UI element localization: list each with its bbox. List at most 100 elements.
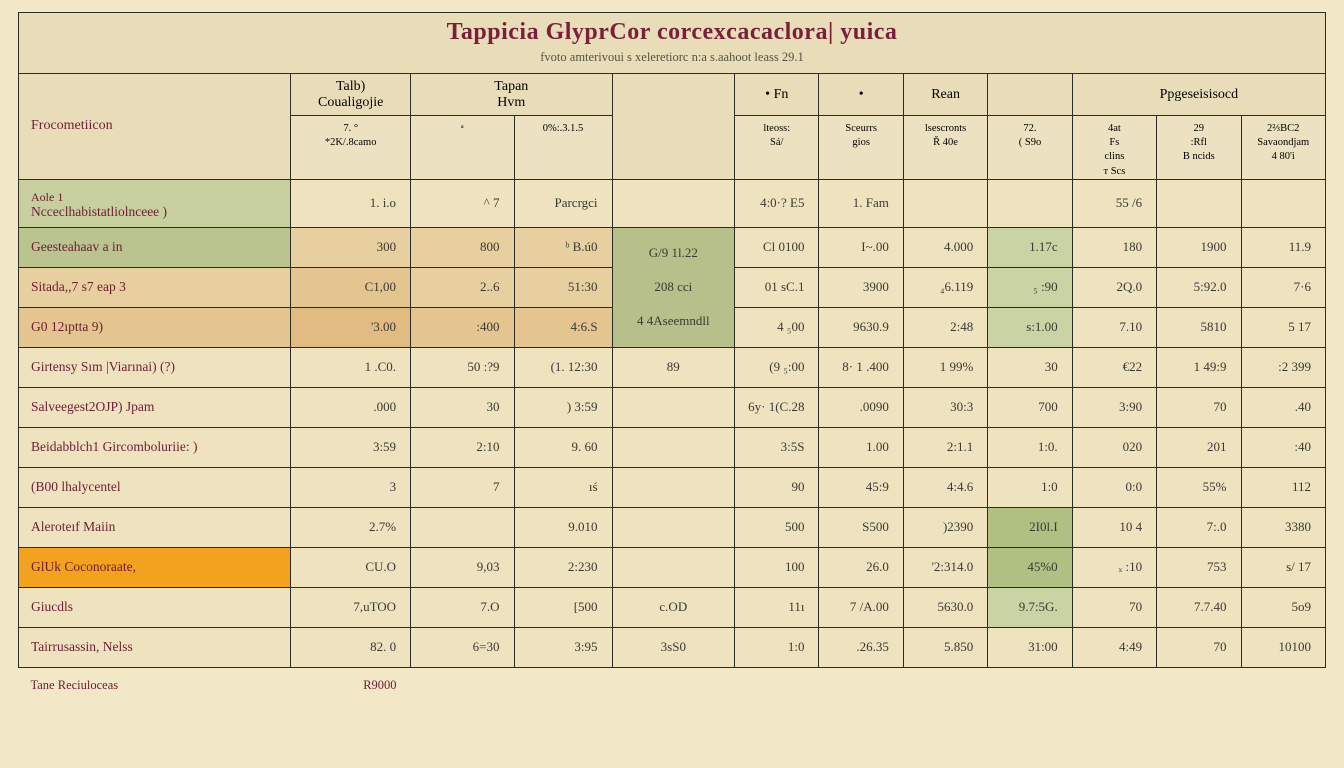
cell: :40: [1241, 427, 1326, 467]
subheader-s2: Sceurrs gios: [819, 116, 903, 180]
cell: 100: [735, 547, 819, 587]
cell: s:1.00: [988, 307, 1072, 347]
cell: .000: [291, 387, 411, 427]
cell: 11.9: [1241, 227, 1326, 267]
cell: [1157, 179, 1241, 227]
cell: [500: [514, 587, 612, 627]
cell: CU.O: [291, 547, 411, 587]
cell: 30: [411, 387, 514, 427]
cell: 2:48: [903, 307, 987, 347]
table-head: Frocometiicon Talb) Coualigojie Tapan Hv…: [19, 74, 1326, 180]
cell: 753: [1157, 547, 1241, 587]
cell: 180: [1072, 227, 1156, 267]
subheader-s1: lteoss: Sá/: [735, 116, 819, 180]
cell: 1:0: [735, 627, 819, 667]
table-row: Beidabblch1 Gircomboluriie: )3:592:109. …: [19, 427, 1326, 467]
cell: 1900: [1157, 227, 1241, 267]
header-n4: [988, 74, 1072, 116]
cell: 1:0.: [988, 427, 1072, 467]
footer-spacer: [411, 667, 1326, 697]
cell: 5.850: [903, 627, 987, 667]
cell: 31:00: [988, 627, 1072, 667]
row-label: Sitada,,7 s7 eap 3: [19, 267, 291, 307]
cell: 26.0: [819, 547, 903, 587]
table-row: Giucdls7,uTOO7.O[500c.OD11ı7 /A.005630.0…: [19, 587, 1326, 627]
cell: ₓ :10: [1072, 547, 1156, 587]
cell: 9630.9: [819, 307, 903, 347]
cell: 1:0: [988, 467, 1072, 507]
table-subtitle: fvoto amterivoui s xeleretiorc n:a s.aah…: [19, 50, 1325, 65]
cell: [1241, 179, 1326, 227]
cell: (9 ₅:00: [735, 347, 819, 387]
cell: 5o9: [1241, 587, 1326, 627]
row-label: Aole 1Ncceclhabistatliolnceee ): [19, 179, 291, 227]
cell: 300: [291, 227, 411, 267]
row-label: Beidabblch1 Gircomboluriie: ): [19, 427, 291, 467]
table-row: Geesteahaav a in300800ᵇ B.ú0G/9 1l.22 20…: [19, 227, 1326, 267]
cell: 5630.0: [903, 587, 987, 627]
header-n1: • Fn: [735, 74, 819, 116]
cell: 4.000: [903, 227, 987, 267]
cell: 7:.0: [1157, 507, 1241, 547]
cell: 201: [1157, 427, 1241, 467]
cell: C1,00: [291, 267, 411, 307]
cell: 1.00: [819, 427, 903, 467]
cell: 90: [735, 467, 819, 507]
subheader-s3: lsescronts Ř 40e: [903, 116, 987, 180]
table-row: Salveegest2OJP) Jpam.00030) 3:596y· 1(C.…: [19, 387, 1326, 427]
page-root: Tappicia GlyprCor corcexcacaclora| yuica…: [0, 0, 1344, 768]
cell: 5810: [1157, 307, 1241, 347]
cell: 10100: [1241, 627, 1326, 667]
subheader-s5: 4at Fs clins ᴛ Scs: [1072, 116, 1156, 180]
cell: 3sS0: [612, 627, 735, 667]
cell: [612, 179, 735, 227]
table-row: Tairrusassin, Nelss82. 06=303:953sS01:0.…: [19, 627, 1326, 667]
cell: '2:314.0: [903, 547, 987, 587]
cell: 0:0: [1072, 467, 1156, 507]
cell: 7.10: [1072, 307, 1156, 347]
cell: 10 4: [1072, 507, 1156, 547]
footer-value: R9000: [291, 667, 411, 697]
cell: [411, 507, 514, 547]
header-spacer: [612, 74, 735, 180]
cell: 4:49: [1072, 627, 1156, 667]
cell: ᵇ B.ú0: [514, 227, 612, 267]
cell: [988, 179, 1072, 227]
cell: 45:9: [819, 467, 903, 507]
cell: 3900: [819, 267, 903, 307]
cell: c.OD: [612, 587, 735, 627]
cell: 55 /6: [1072, 179, 1156, 227]
header-n2: •: [819, 74, 903, 116]
header-group-a: Talb) Coualigojie: [291, 74, 411, 116]
cell: 2:1.1: [903, 427, 987, 467]
cell: [612, 427, 735, 467]
cell: [612, 507, 735, 547]
table-row: Aole 1Ncceclhabistatliolnceee )1. i.o^ 7…: [19, 179, 1326, 227]
cell: Parcrgci: [514, 179, 612, 227]
header-group-b: Tapan Hvm: [411, 74, 612, 116]
table-body: Aole 1Ncceclhabistatliolnceee )1. i.o^ 7…: [19, 179, 1326, 667]
cell: 50 :?9: [411, 347, 514, 387]
data-table: Frocometiicon Talb) Coualigojie Tapan Hv…: [18, 73, 1326, 697]
cell: G/9 1l.22 208 cci 4 4Aseemndll: [612, 227, 735, 347]
cell: 70: [1072, 587, 1156, 627]
cell: 2I0l.I: [988, 507, 1072, 547]
subheader-s6: 29 :Rfl B ncids: [1157, 116, 1241, 180]
cell: Cl 0100: [735, 227, 819, 267]
row-label: Geesteahaav a in: [19, 227, 291, 267]
cell: s/ 17: [1241, 547, 1326, 587]
header-n3: Rean: [903, 74, 987, 116]
cell: [612, 547, 735, 587]
cell: 7,uTOO: [291, 587, 411, 627]
cell: 01 sC.1: [735, 267, 819, 307]
cell: 3:95: [514, 627, 612, 667]
row-label: G0 12ıptta 9): [19, 307, 291, 347]
row-label: Giucdls: [19, 587, 291, 627]
cell: [903, 179, 987, 227]
table-row: Aleroteıf Maiin2.7%9.010500S500)23902I0l…: [19, 507, 1326, 547]
cell: '3.00: [291, 307, 411, 347]
cell: 112: [1241, 467, 1326, 507]
cell: ₅ :90: [988, 267, 1072, 307]
cell: 7 /A.00: [819, 587, 903, 627]
cell: 7.7.40: [1157, 587, 1241, 627]
